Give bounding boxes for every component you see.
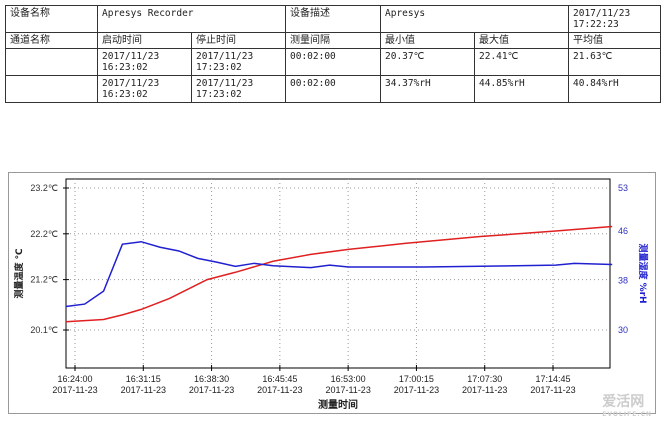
y-left-tick-label: 20.1℃ — [30, 325, 58, 335]
avg-value: 21.63℃ — [568, 48, 661, 76]
table-row: 2017/11/23 16:23:02 2017/11/23 17:23:02 … — [5, 48, 661, 76]
report-time: 2017/11/23 17:22:23 — [568, 5, 661, 33]
stop-time: 2017/11/23 17:23:02 — [191, 48, 286, 76]
x-tick-time: 16:24:00 — [57, 374, 92, 384]
x-axis-label: 测量时间 — [318, 398, 358, 411]
y-right-axis-label: 测量湿度 %rH — [637, 243, 649, 303]
x-tick-date: 2017-11-23 — [462, 385, 507, 395]
y-left-tick-label: 23.2℃ — [30, 183, 58, 193]
x-tick-date: 2017-11-23 — [257, 385, 302, 395]
x-tick-time: 16:38:30 — [194, 374, 229, 384]
max-value: 22.41℃ — [474, 48, 569, 76]
x-tick-date: 2017-11-23 — [52, 385, 97, 395]
x-tick-date: 2017-11-23 — [189, 385, 234, 395]
humidity-line — [65, 240, 613, 308]
avg-value: 40.84%rH — [568, 75, 661, 103]
x-tick-time: 17:07:30 — [467, 374, 502, 384]
y-right-tick-label: 30 — [618, 325, 628, 335]
table-row: 2017/11/23 16:23:02 2017/11/23 17:23:02 … — [5, 75, 661, 103]
y-right-tick-label: 38 — [618, 276, 628, 286]
x-tick-time: 16:53:00 — [331, 374, 366, 384]
summary-table: 设备名称 Apresys Recorder 设备描述 Apresys 2017/… — [5, 5, 661, 103]
min-value: 20.37℃ — [380, 48, 475, 76]
x-tick-time: 17:00:15 — [399, 374, 434, 384]
max-value: 44.85%rH — [474, 75, 569, 103]
x-tick-date: 2017-11-23 — [394, 385, 439, 395]
min-value: 34.37%rH — [380, 75, 475, 103]
interval: 00:02:00 — [285, 48, 381, 76]
watermark-logo: 爱活网 EVOLIFE.CN — [602, 394, 652, 418]
channel — [5, 75, 98, 103]
x-tick-time: 17:14:45 — [535, 374, 570, 384]
y-left-tick-label: 22.2℃ — [30, 229, 58, 239]
y-left-axis-label: 测量温度 ℃ — [13, 248, 25, 298]
x-tick-date: 2017-11-23 — [325, 385, 370, 395]
start-time: 2017/11/23 16:23:02 — [97, 75, 192, 103]
y-right-tick-label: 53 — [618, 183, 628, 193]
x-tick-time: 16:31:15 — [126, 374, 161, 384]
y-left-tick-label: 21.2℃ — [30, 275, 58, 285]
plot-area — [65, 178, 611, 369]
x-tick-date: 2017-11-23 — [530, 385, 575, 395]
x-tick-date: 2017-11-23 — [121, 385, 166, 395]
stop-time: 2017/11/23 17:23:02 — [191, 75, 286, 103]
x-tick-time: 16:45:45 — [262, 374, 297, 384]
temperature-line — [65, 225, 613, 323]
y-right-tick-label: 46 — [618, 226, 628, 236]
chart-frame — [8, 172, 656, 414]
